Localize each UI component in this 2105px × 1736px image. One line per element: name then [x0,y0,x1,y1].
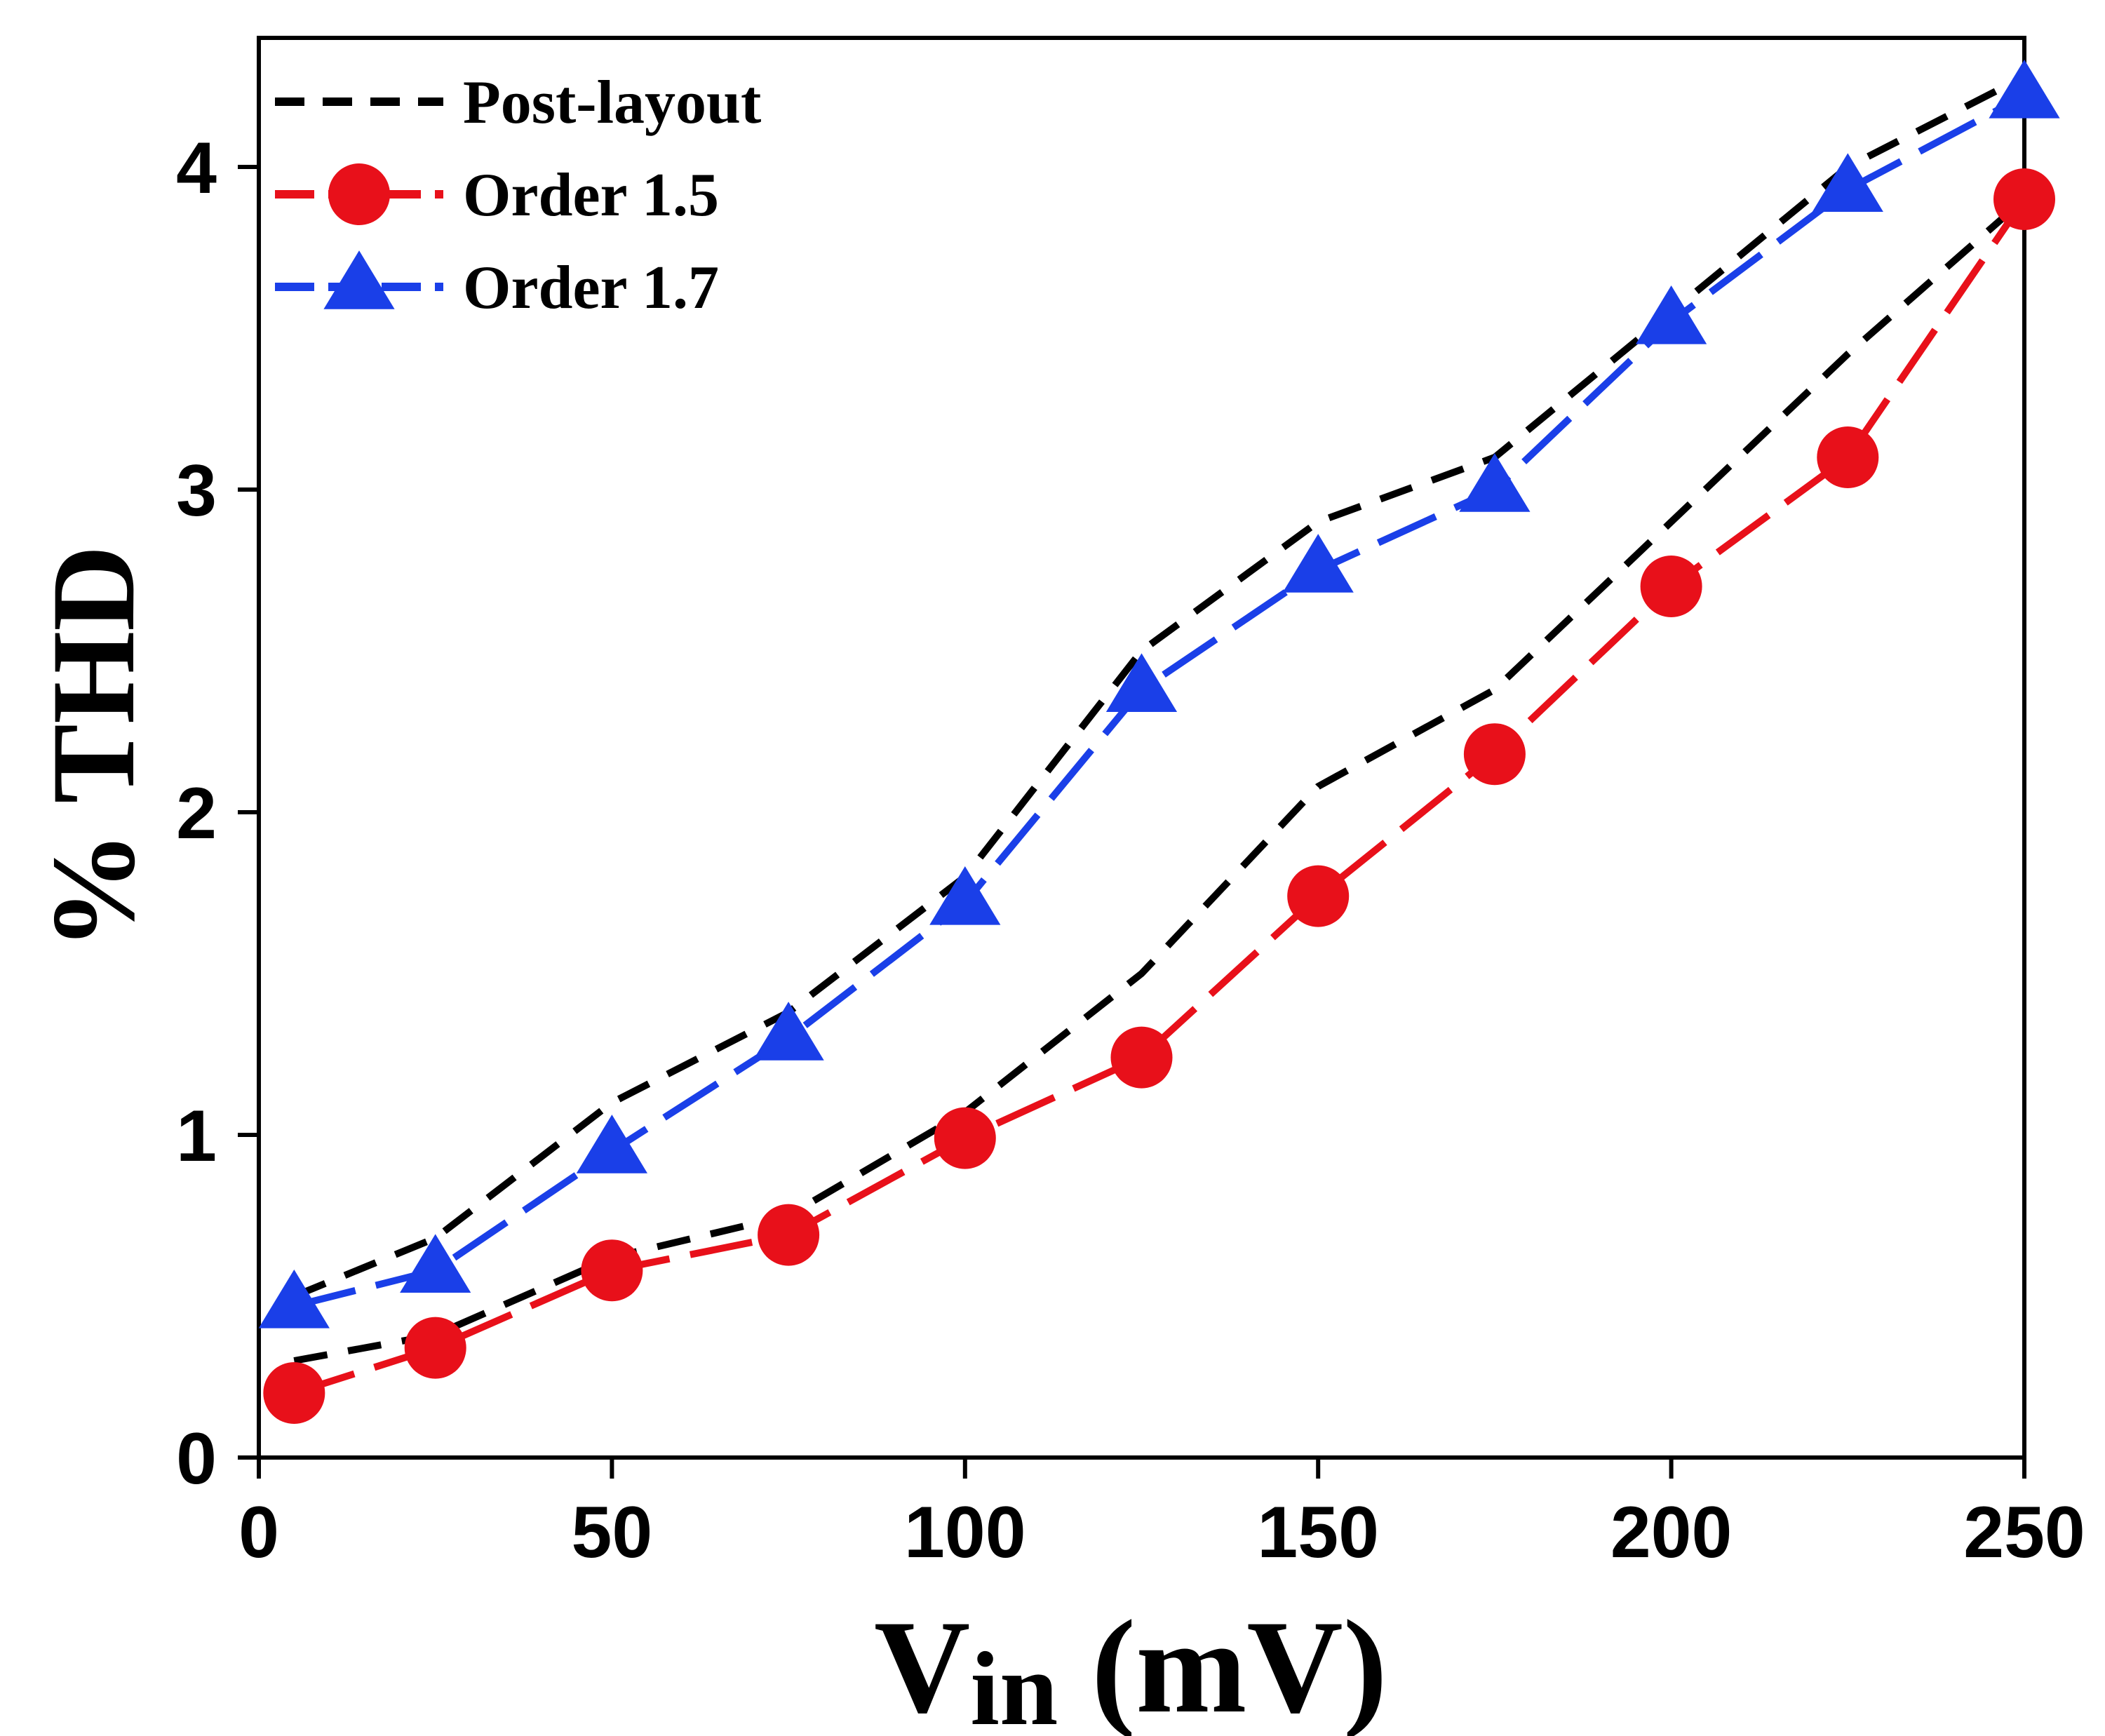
data-point-1-7 [1463,723,1526,786]
legend-item-1: Order 1.5 [275,161,719,229]
data-point-2-8 [1636,285,1707,344]
series-line-0-0 [292,73,2026,1300]
x-axis-title-sub: in [970,1631,1058,1736]
legend-label-2: Order 1.7 [463,254,719,322]
y-tick-label-3: 3 [176,450,217,532]
data-point-2-6 [1282,534,1354,593]
x-axis-title-unit: (mV) [1058,1594,1387,1736]
data-point-1-5 [1110,1026,1173,1089]
axis-ticks: 0 50 100 150 200 250 0 1 2 3 4 [176,128,2085,1573]
data-point-1-9 [1817,426,1879,488]
data-point-1-10 [1993,168,2055,230]
legend-marker-2 [323,250,395,309]
data-point-2-2 [576,1115,647,1173]
series-order-1-7 [258,59,2060,1328]
legend-marker-1 [328,163,390,225]
y-axis-title: % THD [27,545,159,950]
plot-area [257,36,2026,1460]
x-tick-label-200: 200 [1610,1492,1733,1573]
legend-label-1: Order 1.5 [463,161,719,229]
x-axis-title: Vin (mV) [874,1594,1387,1736]
data-point-2-5 [1105,653,1178,712]
series-line-1-0 [292,197,2028,1397]
series-order-1-5 [263,168,2055,1424]
x-axis-title-main: V [874,1594,970,1736]
plot-frame [257,36,2026,1460]
y-tick-label-4: 4 [176,128,217,209]
legend-label-0: Post-layout [463,69,761,137]
x-tick-label-50: 50 [572,1492,653,1573]
data-point-2-1 [400,1234,471,1293]
data-point-1-2 [581,1239,643,1302]
data-point-2-9 [1812,153,1883,212]
legend-item-2: Order 1.7 [275,250,719,322]
data-point-2-4 [929,866,1001,925]
series-line-0-1 [293,196,2027,1364]
legend-item-0: Post-layout [275,69,761,137]
y-tick-label-0: 0 [176,1418,217,1500]
data-point-1-3 [758,1204,820,1266]
y-tick-label-2: 2 [176,773,217,854]
data-point-1-6 [1287,865,1350,927]
y-tick-label-1: 1 [176,1096,217,1177]
x-tick-label-100: 100 [904,1492,1026,1573]
x-tick-label-0: 0 [238,1492,279,1573]
series-group [258,59,2060,1424]
data-point-1-8 [1640,556,1702,617]
x-tick-label-250: 250 [1963,1492,2085,1573]
data-point-2-0 [258,1269,330,1328]
data-point-2-3 [753,1002,824,1061]
series-post-layout [292,73,2027,1364]
data-point-2-7 [1459,453,1531,512]
legend: Post-layout Order 1.5 Order 1.7 [275,69,761,322]
data-point-1-4 [934,1107,996,1169]
data-point-1-1 [404,1317,466,1379]
data-point-1-0 [263,1362,325,1424]
data-point-2-10 [1989,59,2060,119]
x-tick-label-150: 150 [1257,1492,1379,1573]
